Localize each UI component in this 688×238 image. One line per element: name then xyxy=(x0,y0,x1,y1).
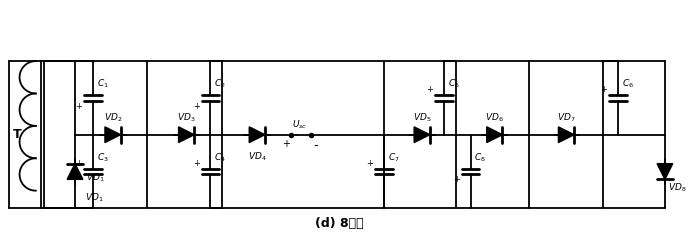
Text: +: + xyxy=(367,159,374,168)
Text: $VD_4$: $VD_4$ xyxy=(248,150,266,163)
Text: $VD_5$: $VD_5$ xyxy=(413,111,431,124)
Text: $VD_3$: $VD_3$ xyxy=(177,111,195,124)
Text: $VD_8$: $VD_8$ xyxy=(668,181,687,194)
Text: $C_1$: $C_1$ xyxy=(96,78,109,90)
Text: $U_{sc}$: $U_{sc}$ xyxy=(292,118,308,131)
Text: $VD_7$: $VD_7$ xyxy=(557,111,576,124)
Polygon shape xyxy=(657,164,673,179)
Text: $VD_1$: $VD_1$ xyxy=(86,171,105,184)
Polygon shape xyxy=(559,127,574,143)
Text: $C_6$: $C_6$ xyxy=(622,78,634,90)
Text: +: + xyxy=(453,175,460,184)
Polygon shape xyxy=(105,127,120,143)
Text: +: + xyxy=(193,159,200,168)
Text: +: + xyxy=(427,85,433,94)
Polygon shape xyxy=(249,127,265,143)
Text: $C_8$: $C_8$ xyxy=(475,151,486,164)
Text: $VD_1$: $VD_1$ xyxy=(85,191,103,204)
Text: +: + xyxy=(282,139,290,149)
Text: $C_2$: $C_2$ xyxy=(215,78,226,90)
Polygon shape xyxy=(487,127,502,143)
Text: +: + xyxy=(75,159,82,168)
Text: $VD_2$: $VD_2$ xyxy=(104,111,122,124)
Text: +: + xyxy=(75,102,82,111)
Text: +: + xyxy=(600,85,607,94)
Text: $C_3$: $C_3$ xyxy=(96,151,109,164)
Polygon shape xyxy=(67,164,83,179)
Polygon shape xyxy=(414,127,430,143)
Text: $VD_6$: $VD_6$ xyxy=(485,111,504,124)
Text: -: - xyxy=(313,139,318,152)
Text: $C_4$: $C_4$ xyxy=(215,151,226,164)
Text: T: T xyxy=(13,128,22,141)
Polygon shape xyxy=(179,127,194,143)
Text: +: + xyxy=(193,102,200,111)
Text: $C_5$: $C_5$ xyxy=(448,78,460,90)
Text: (d) 8倍压: (d) 8倍压 xyxy=(314,217,363,229)
Text: $C_7$: $C_7$ xyxy=(388,151,400,164)
